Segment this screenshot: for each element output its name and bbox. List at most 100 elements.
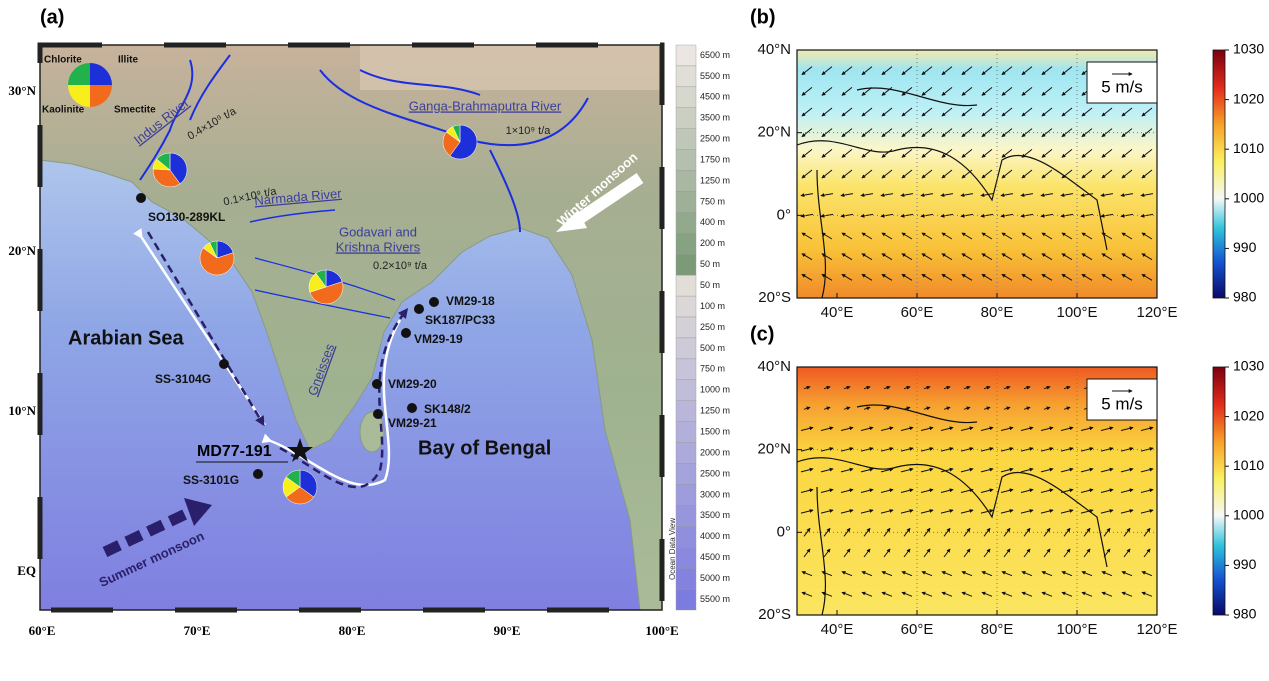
wind-vector — [941, 253, 953, 261]
wind-vector — [943, 527, 951, 537]
x-tick-label: 60°E — [29, 623, 56, 638]
wind-vector — [1083, 527, 1091, 537]
wind-vector — [881, 591, 893, 597]
wind-vector — [980, 426, 994, 431]
wind-vector — [920, 213, 934, 218]
wind-vector — [960, 488, 974, 493]
wind-vector — [1120, 488, 1134, 493]
wind-vector — [1121, 571, 1133, 577]
wind-vector — [801, 591, 813, 597]
wind-vector — [980, 467, 994, 473]
wind-vector — [1041, 66, 1053, 76]
wind-vector — [1041, 86, 1053, 96]
wind-vector — [841, 253, 853, 261]
wind-vector — [960, 509, 974, 514]
wind-vector — [880, 467, 894, 473]
wind-vector — [1041, 148, 1053, 158]
wind-vector — [1143, 548, 1151, 558]
wind-vector — [1040, 509, 1054, 514]
scale-swatch — [675, 233, 697, 255]
wind-vector — [1041, 232, 1053, 240]
x-tick-label: 80°E — [981, 304, 1014, 321]
wind-vector — [841, 571, 853, 577]
wind-vector — [1120, 509, 1134, 514]
wind-vector — [800, 213, 814, 218]
wind-vector — [1060, 509, 1074, 514]
wind-vector — [981, 571, 993, 577]
wind-vector — [923, 385, 931, 390]
wind-vector — [941, 591, 953, 597]
wind-vector — [961, 253, 973, 261]
wind-vector — [1120, 447, 1134, 452]
frame — [796, 366, 1158, 616]
scale-swatch — [675, 191, 697, 213]
wind-vector — [1061, 273, 1073, 281]
river-label: Krishna Rivers — [336, 239, 421, 254]
wind-vector — [840, 467, 854, 473]
wind-vector — [961, 128, 973, 138]
wind-vector — [863, 527, 871, 537]
summer-arrow — [102, 507, 193, 557]
wind-vector — [1061, 86, 1073, 96]
site-label: SK148/2 — [424, 402, 471, 416]
wind-vector — [800, 467, 814, 473]
wind-vector — [861, 273, 873, 281]
colorbar — [1212, 49, 1226, 299]
wind-vector — [840, 488, 854, 493]
wind-vector — [941, 273, 953, 281]
wind-vector — [1101, 591, 1113, 597]
wind-vector — [920, 509, 934, 514]
wind-vector — [1023, 385, 1031, 390]
scale-label: 5500 m — [700, 71, 730, 81]
map-a — [40, 45, 662, 610]
wind-vector — [963, 527, 971, 537]
elevation-scale: 6500 m 5500 m 4500 m 3500 m 2500 m 1750 m 1250… — [675, 44, 730, 611]
scale-label: 5 m/s — [1101, 394, 1143, 413]
wind-vector — [943, 548, 951, 558]
wind-vector — [820, 447, 834, 452]
panel-label: (b) — [750, 6, 776, 28]
site-marker — [414, 304, 424, 314]
pie-slice — [199, 247, 235, 276]
wind-vector — [1000, 467, 1014, 473]
wind-vector — [923, 406, 931, 411]
wind-vector — [1003, 385, 1011, 390]
wind-vector — [921, 128, 933, 138]
wind-vector — [1043, 527, 1051, 537]
wind-vector — [820, 193, 834, 198]
wind-vector — [1000, 193, 1014, 198]
scale-swatch — [675, 316, 697, 339]
wind-vector — [903, 548, 911, 558]
scale-swatch — [675, 337, 697, 360]
wind-vector — [981, 107, 993, 117]
wind-vector — [843, 548, 851, 558]
wind-vector — [801, 232, 813, 240]
scale-label: 4000 m — [700, 531, 730, 541]
wind-vector — [1040, 193, 1054, 198]
wind-vector — [820, 509, 834, 514]
wind-vector — [1140, 426, 1154, 431]
y-tick-label: 40°N — [757, 41, 791, 58]
wind-vector — [1080, 509, 1094, 514]
pie-legend — [68, 63, 112, 107]
river-label: Godavari and — [339, 224, 417, 239]
scale-swatch — [675, 463, 697, 485]
x-tick-label: 120°E — [1136, 304, 1177, 321]
wind-vector — [881, 66, 893, 76]
wind-vector — [840, 213, 854, 218]
wind-vector — [980, 447, 994, 452]
wind-vector — [1100, 509, 1114, 514]
wind-vector — [1041, 107, 1053, 117]
wind-vector — [923, 548, 931, 558]
wind-vector — [901, 86, 913, 96]
scale-label: 5500 m — [700, 594, 730, 604]
colorbar-label: 1000 — [1233, 507, 1264, 523]
y-tick-label: 10°N — [8, 403, 36, 418]
scale-swatch — [675, 254, 697, 276]
wind-vector — [1141, 253, 1153, 261]
site-label: SS-3104G — [155, 372, 211, 386]
wind-vector — [881, 86, 893, 96]
wind-vector — [1143, 527, 1151, 537]
wind-vector — [1060, 193, 1074, 198]
wind-vector — [1121, 169, 1133, 179]
